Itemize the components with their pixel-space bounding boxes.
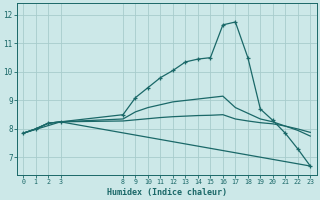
X-axis label: Humidex (Indice chaleur): Humidex (Indice chaleur) — [107, 188, 227, 197]
